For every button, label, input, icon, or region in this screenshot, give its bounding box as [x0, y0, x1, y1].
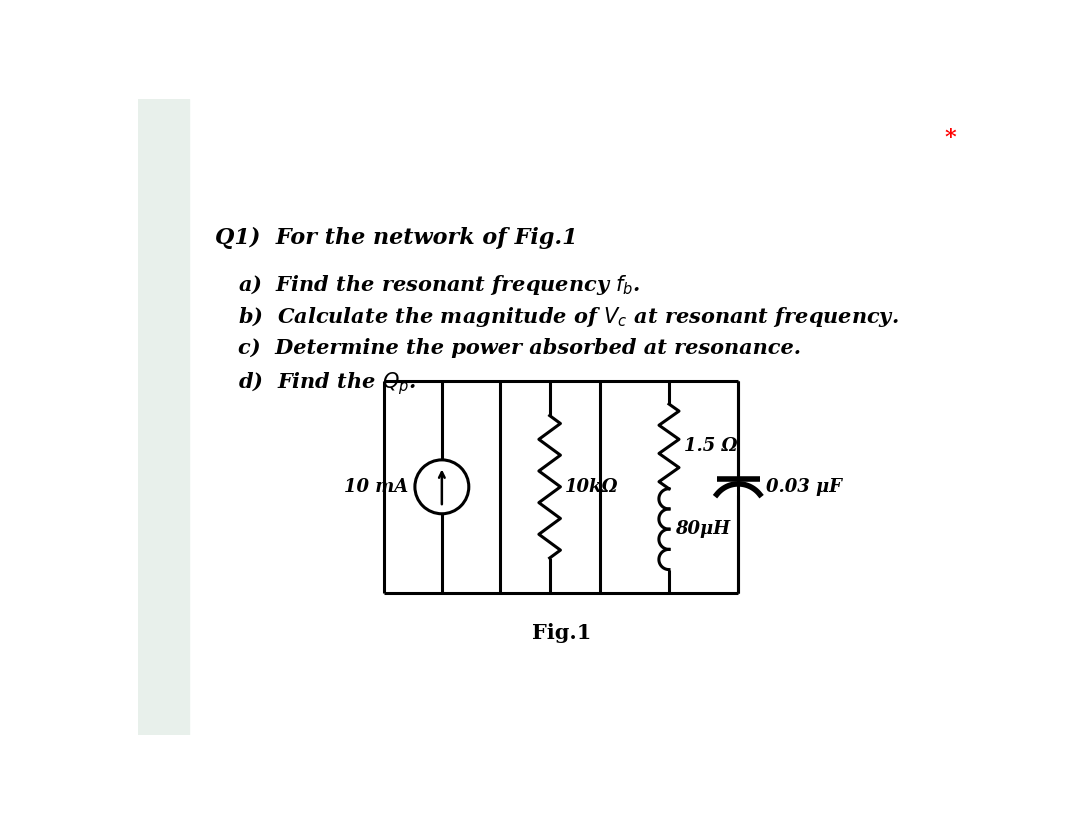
Text: 10 mA: 10 mA — [345, 477, 408, 496]
Text: 0.03 μF: 0.03 μF — [766, 477, 842, 496]
Text: b)  Calculate the magnitude of $V_c$ at resonant frequency.: b) Calculate the magnitude of $V_c$ at r… — [238, 306, 899, 330]
Text: *: * — [944, 127, 956, 149]
Text: 1.5 Ω: 1.5 Ω — [684, 438, 738, 455]
Text: Q1)  For the network of Fig.1: Q1) For the network of Fig.1 — [215, 227, 578, 249]
Text: a)  Find the resonant frequency $f_b$.: a) Find the resonant frequency $f_b$. — [238, 273, 640, 297]
Bar — [138, 99, 189, 735]
Text: Fig.1: Fig.1 — [531, 624, 591, 643]
Text: d)  Find the $Q_p$.: d) Find the $Q_p$. — [238, 370, 416, 397]
Text: 80μH: 80μH — [675, 520, 730, 539]
Text: c)  Determine the power absorbed at resonance.: c) Determine the power absorbed at reson… — [238, 338, 800, 358]
Text: 10kΩ: 10kΩ — [565, 477, 619, 496]
